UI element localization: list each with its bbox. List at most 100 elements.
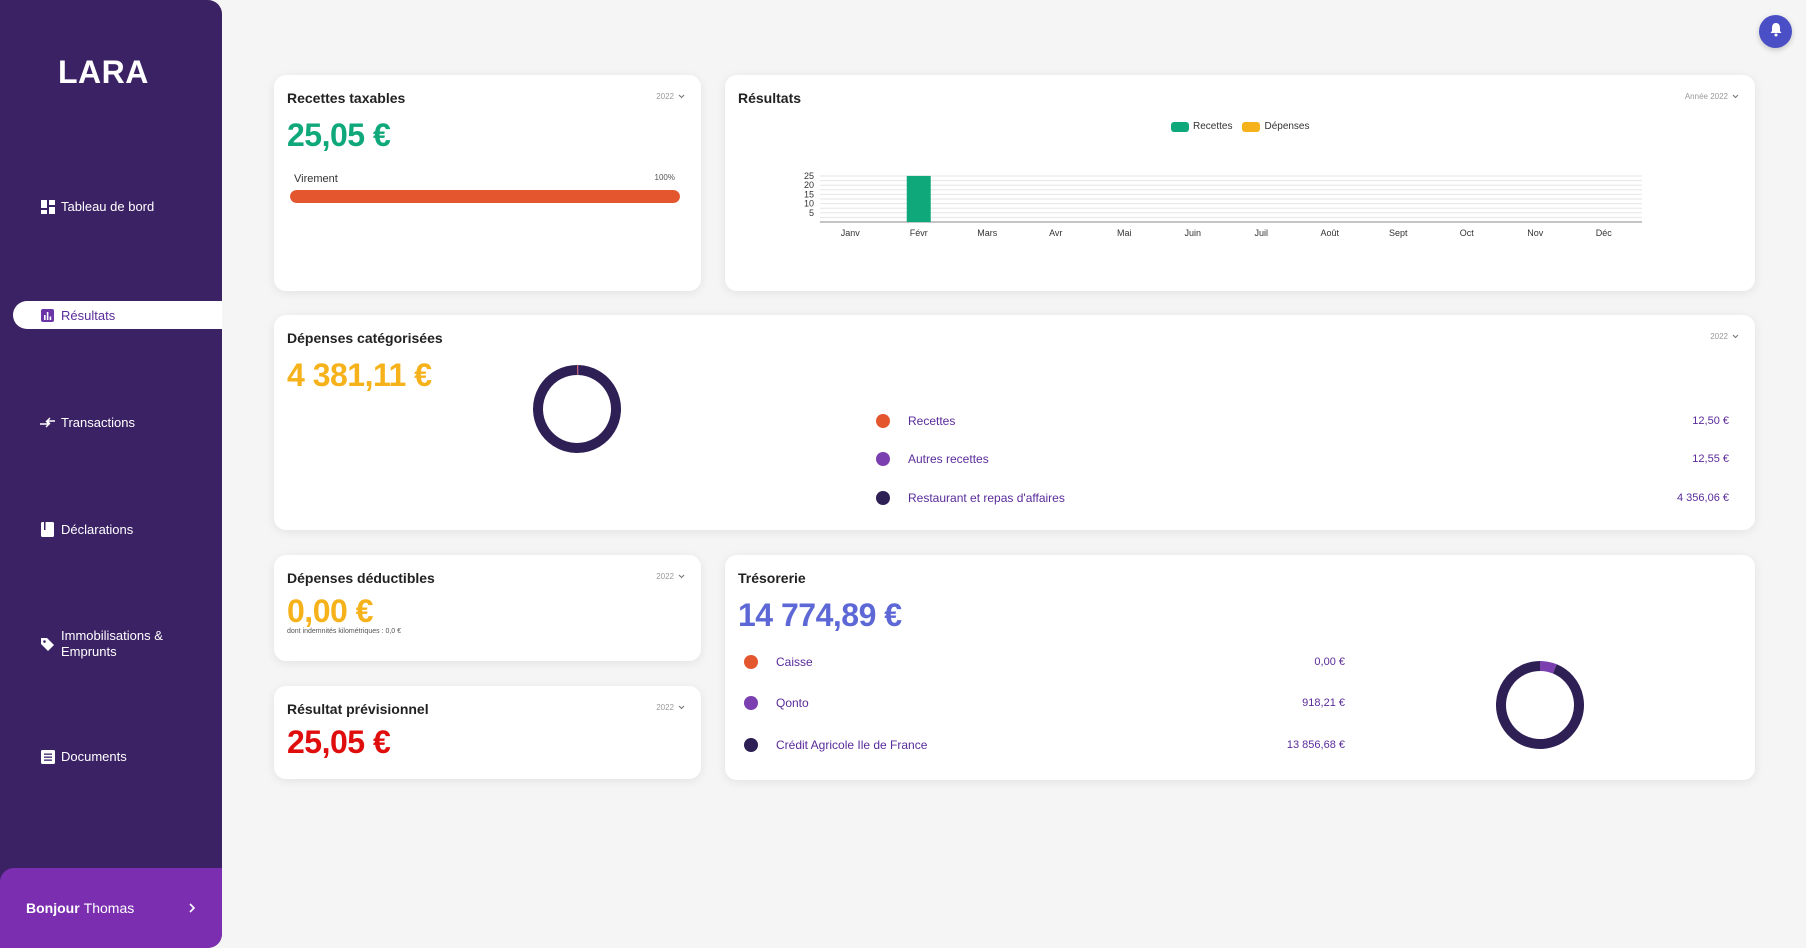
virement-label: Virement [294, 173, 338, 185]
account-row[interactable]: Caisse [744, 655, 813, 669]
card-title: Résultat prévisionnel [287, 701, 429, 717]
legend-label: Dépenses [1264, 121, 1310, 132]
legend-swatch [1242, 121, 1261, 132]
sidebar-item-resultats[interactable]: Résultats [13, 301, 222, 329]
tag-icon [40, 637, 55, 652]
account-row[interactable]: Crédit Agricole Ile de France [744, 738, 927, 752]
account-value: 918,21 € [1302, 697, 1345, 709]
y-tick-label: 20 [804, 180, 814, 190]
document-icon [40, 749, 55, 764]
category-row[interactable]: Autres recettes [876, 452, 989, 466]
y-tick-label: 5 [809, 208, 814, 218]
card-title: Recettes taxables [287, 90, 406, 106]
bell-icon [1769, 22, 1783, 42]
x-tick-label: Mars [977, 228, 997, 238]
x-tick-label: Août [1320, 228, 1339, 238]
chevron-down-icon [1732, 332, 1739, 341]
book-icon [40, 522, 55, 537]
donut-slice [1539, 661, 1557, 674]
account-value: 0,00 € [1314, 656, 1345, 668]
tresorerie-donut-chart [1496, 661, 1584, 749]
category-dot [876, 452, 890, 466]
card-title: Résultats [738, 90, 802, 106]
year-select[interactable]: 2022 [656, 572, 685, 581]
category-label: Restaurant et repas d'affaires [908, 491, 1065, 505]
sidebar-item-transactions[interactable]: Transactions [40, 415, 135, 430]
x-tick-label: Janv [841, 228, 861, 238]
chevron-down-icon [678, 572, 685, 581]
recettes-taxables-card: Recettes taxables 2022 25,05 € Virement … [274, 75, 701, 291]
chevron-right-icon [188, 900, 196, 916]
sidebar-item-label: Tableau de bord [61, 199, 155, 214]
chevron-down-icon [678, 703, 685, 712]
y-tick-label: 25 [804, 171, 814, 181]
transfer-icon [40, 415, 55, 430]
x-tick-label: Févr [910, 228, 928, 238]
x-tick-label: Juin [1184, 228, 1201, 238]
notification-button[interactable] [1759, 15, 1792, 48]
depenses-deductibles-card: Dépenses déductibles 2022 0,00 € dont in… [274, 555, 701, 661]
sidebar-item-documents[interactable]: Documents [40, 749, 127, 764]
year-select[interactable]: 2022 [1710, 332, 1739, 341]
tresorerie-amount: 14 774,89 € [738, 597, 902, 633]
bar-chart-icon [40, 308, 55, 323]
x-tick-label: Oct [1460, 228, 1475, 238]
sidebar-item-immobilisations[interactable]: Immobilisations & Emprunts [40, 628, 171, 660]
x-tick-label: Avr [1049, 228, 1062, 238]
category-dot [876, 414, 890, 428]
account-row[interactable]: Qonto [744, 696, 809, 710]
year-select-value: 2022 [656, 572, 674, 581]
chevron-down-icon [678, 92, 685, 101]
donut-slice [1496, 661, 1584, 749]
resultat-previsionnel-card: Résultat prévisionnel 2022 25,05 € [274, 686, 701, 779]
x-tick-label: Nov [1527, 228, 1544, 238]
year-select[interactable]: 2022 [656, 703, 685, 712]
account-dot [744, 696, 758, 710]
x-tick-label: Déc [1596, 228, 1613, 238]
category-row[interactable]: Recettes [876, 414, 955, 428]
year-select-value: 2022 [656, 92, 674, 101]
sidebar-item-label: Documents [61, 749, 127, 764]
greeting-bold: Bonjour [26, 900, 80, 916]
chevron-down-icon [1732, 92, 1739, 101]
recettes-amount: 25,05 € [287, 117, 391, 153]
year-select[interactable]: Année 2022 [1685, 92, 1739, 101]
depenses-ded-amount: 0,00 € [287, 593, 373, 629]
virement-percent: 100% [654, 173, 675, 182]
year-select[interactable]: 2022 [656, 92, 685, 101]
bar-recettes [906, 175, 931, 222]
account-label: Caisse [776, 655, 813, 669]
legend-label: Recettes [1193, 121, 1233, 132]
virement-progress-bar [290, 190, 680, 203]
category-dot [876, 491, 890, 505]
user-name: Thomas [83, 900, 135, 916]
card-title: Dépenses déductibles [287, 570, 435, 586]
sidebar: LARA Tableau de bord Résultats Transacti… [0, 0, 222, 948]
depenses-cat-amount: 4 381,11 € [287, 357, 432, 393]
x-tick-label: Juil [1254, 228, 1268, 238]
user-menu-button[interactable]: Bonjour Thomas [0, 868, 222, 948]
category-row[interactable]: Restaurant et repas d'affaires [876, 491, 1065, 505]
legend-item-recettes[interactable]: Recettes [1171, 121, 1232, 132]
account-label: Crédit Agricole Ile de France [776, 738, 928, 752]
account-dot [744, 655, 758, 669]
category-value: 12,50 € [1692, 415, 1729, 427]
sidebar-item-declarations[interactable]: Déclarations [40, 522, 133, 537]
legend-swatch [1171, 121, 1189, 132]
y-tick-label: 10 [804, 199, 814, 209]
sidebar-item-tableau-de-bord[interactable]: Tableau de bord [40, 199, 154, 214]
category-label: Autres recettes [908, 452, 989, 466]
depenses-donut-chart [533, 365, 621, 453]
legend-item-depenses[interactable]: Dépenses [1242, 121, 1310, 132]
x-tick-label: Mai [1117, 228, 1132, 238]
card-title: Dépenses catégorisées [287, 330, 443, 346]
year-select-value: Année 2022 [1684, 92, 1728, 101]
year-select-value: 2022 [656, 703, 674, 712]
account-value: 13 856,68 € [1286, 739, 1345, 751]
account-label: Qonto [776, 696, 809, 710]
sidebar-item-label: Résultats [61, 307, 116, 323]
category-value: 12,55 € [1692, 453, 1729, 465]
resultat-prev-amount: 25,05 € [287, 724, 391, 760]
card-title: Trésorerie [738, 570, 806, 586]
